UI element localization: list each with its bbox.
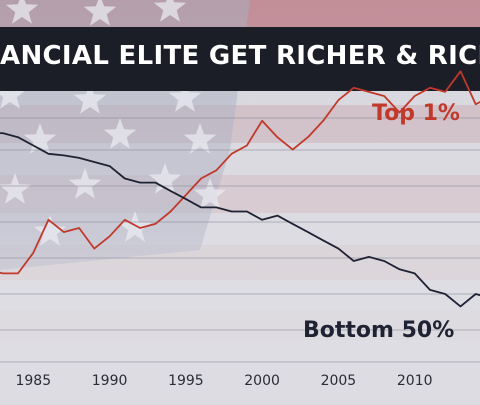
x-tick-label: 2010 xyxy=(397,373,433,389)
top-1-percent-label: Top 1% xyxy=(372,101,460,126)
top-1-percent-line xyxy=(0,70,480,275)
bottom-50-percent-line xyxy=(0,132,480,308)
gridlines xyxy=(0,117,480,363)
series-lines xyxy=(0,70,480,308)
chart-title: NANCIAL ELITE GET RICHER & RICH xyxy=(0,41,480,71)
x-axis-ticks: 1985 1990 1995 2000 2005 2010 xyxy=(15,373,432,389)
x-tick-label: 1985 xyxy=(15,373,51,389)
x-tick-label: 2005 xyxy=(321,373,357,389)
bottom-50-percent-label: Bottom 50% xyxy=(303,318,454,343)
x-tick-label: 2000 xyxy=(244,373,280,389)
x-tick-label: 1990 xyxy=(92,373,128,389)
series-labels: Top 1% Bottom 50% xyxy=(303,101,460,343)
x-tick-label: 1995 xyxy=(168,373,204,389)
title-bar xyxy=(0,27,480,91)
